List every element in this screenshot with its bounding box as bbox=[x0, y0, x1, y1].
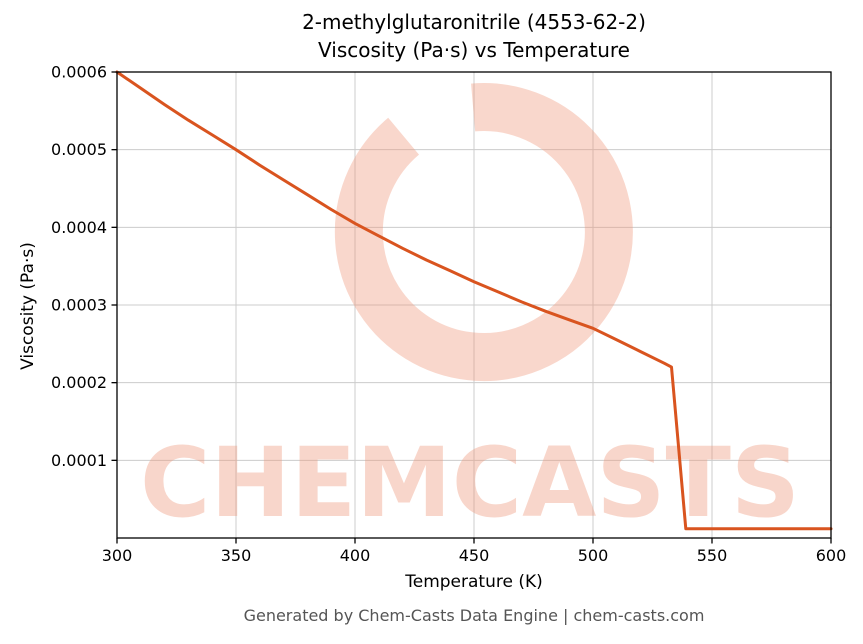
y-tick-label: 0.0005 bbox=[51, 140, 107, 159]
chemcasts-ring-logo-icon bbox=[334, 83, 633, 382]
y-tick-label: 0.0006 bbox=[51, 63, 107, 82]
y-tick-label: 0.0002 bbox=[51, 373, 107, 392]
viscosity-line-series bbox=[115, 70, 833, 531]
y-tick-label: 0.0003 bbox=[51, 296, 107, 315]
x-tick-label: 300 bbox=[102, 546, 133, 565]
x-tick-label: 600 bbox=[816, 546, 847, 565]
y-tick-label: 0.0001 bbox=[51, 451, 107, 470]
x-tick-label: 400 bbox=[340, 546, 371, 565]
y-tick-label: 0.0004 bbox=[51, 218, 107, 237]
x-tick-label: 500 bbox=[578, 546, 609, 565]
x-tick-label: 550 bbox=[697, 546, 728, 565]
x-tick-label: 450 bbox=[459, 546, 490, 565]
x-tick-label: 350 bbox=[221, 546, 252, 565]
x-axis-label: Temperature (K) bbox=[405, 572, 543, 592]
chart-title-line2: Viscosity (Pa·s) vs Temperature bbox=[318, 38, 630, 63]
footer-credit: Generated by Chem-Casts Data Engine | ch… bbox=[243, 606, 705, 625]
watermark-text: CHEMCASTS bbox=[140, 427, 800, 539]
chart-title-line1: 2-methylglutaronitrile (4553-62-2) bbox=[302, 10, 646, 34]
y-axis-label: Viscosity (Pa·s) bbox=[18, 242, 38, 370]
chart-title: 2-methylglutaronitrile (4553-62-2) Visco… bbox=[117, 8, 831, 65]
